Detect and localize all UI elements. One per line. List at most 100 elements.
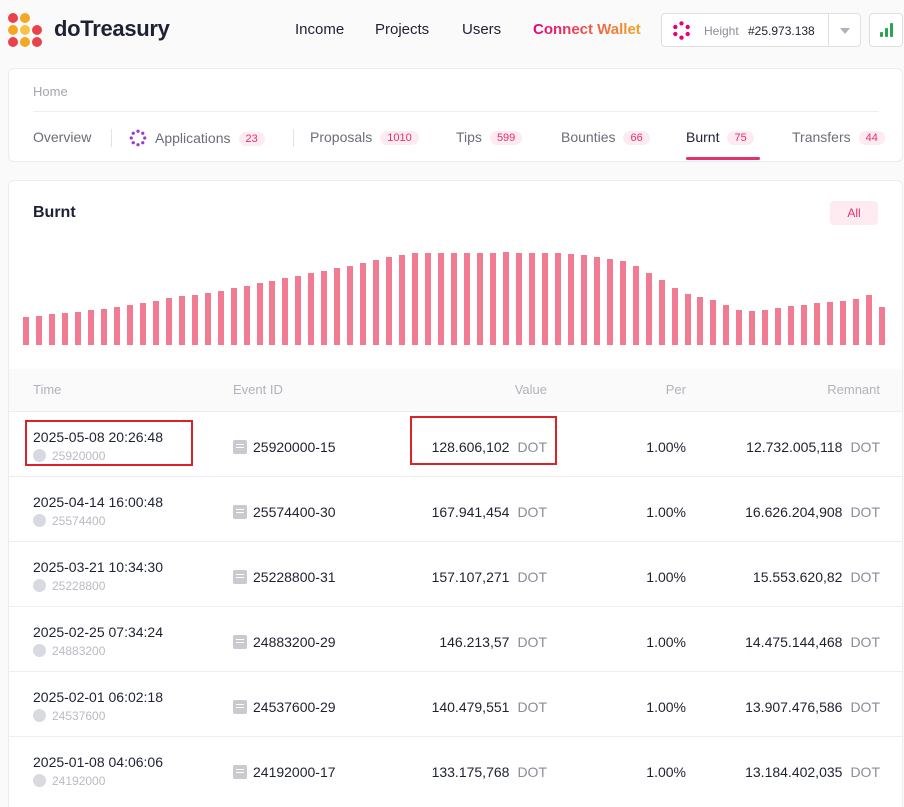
chart-bar[interactable] (853, 299, 860, 345)
brand-name[interactable]: doTreasury (54, 16, 170, 41)
chart-bar[interactable] (775, 308, 782, 345)
chart-bar[interactable] (386, 257, 393, 345)
chart-bar[interactable] (425, 253, 432, 345)
tab-transfers[interactable]: Transfers 44 (792, 129, 885, 145)
chart-bar[interactable] (399, 255, 406, 345)
chart-bar[interactable] (152, 301, 159, 345)
chart-bar[interactable] (113, 307, 120, 345)
chart-bar[interactable] (606, 259, 613, 345)
chart-bar[interactable] (74, 312, 81, 345)
chart-bar[interactable] (866, 295, 872, 345)
chart-bar[interactable] (23, 317, 29, 345)
chart-bar[interactable] (295, 276, 302, 345)
row-block[interactable]: 24883200 (33, 644, 105, 658)
chart-bar[interactable] (593, 257, 600, 345)
chart-bar[interactable] (502, 252, 509, 345)
row-block[interactable]: 25920000 (33, 449, 105, 463)
chart-bar[interactable] (814, 303, 821, 345)
table-row[interactable]: 2025-02-25 07:34:24 24883200 24883200-29… (9, 606, 902, 671)
chart-bar[interactable] (334, 268, 341, 345)
chart-bar[interactable] (697, 297, 704, 345)
chart-bar[interactable] (451, 253, 457, 345)
chart-bar[interactable] (658, 280, 665, 345)
chart-bar[interactable] (48, 314, 55, 345)
chart-bar[interactable] (178, 296, 185, 345)
chart-bar[interactable] (554, 253, 561, 345)
connect-wallet-button[interactable]: Connect Wallet (533, 21, 641, 38)
chart-bar[interactable] (61, 313, 68, 345)
block-height-selector[interactable]: Height #25.973.138 (661, 13, 861, 47)
chart-bar[interactable] (87, 310, 94, 345)
chart-bar[interactable] (515, 253, 522, 345)
chart-bar[interactable] (126, 305, 133, 345)
chart-bar[interactable] (230, 288, 237, 345)
row-event-id[interactable]: 25228800-31 (233, 569, 336, 585)
chart-bar[interactable] (567, 254, 574, 345)
row-event-id[interactable]: 25574400-30 (233, 504, 336, 520)
chart-bar[interactable] (580, 255, 587, 345)
chevron-down-icon[interactable] (840, 28, 850, 34)
chart-bar[interactable] (749, 311, 756, 345)
tab-proposals[interactable]: Proposals 1010 (310, 129, 419, 145)
tab-bounties[interactable]: Bounties 66 (561, 129, 650, 145)
table-row[interactable]: 2025-01-08 04:06:06 24192000 24192000-17… (9, 736, 902, 801)
chart-bar[interactable] (684, 294, 691, 345)
row-block[interactable]: 24537600 (33, 709, 105, 723)
tab-tips[interactable]: Tips 599 (456, 129, 523, 145)
row-event-id[interactable]: 24883200-29 (233, 634, 336, 650)
chart-bar[interactable] (217, 291, 224, 345)
chart-bar[interactable] (373, 260, 380, 345)
dotreasury-logo-icon[interactable] (8, 13, 42, 47)
row-block[interactable]: 25228800 (33, 579, 105, 593)
chart-bar[interactable] (710, 300, 717, 345)
table-row[interactable]: 2025-04-14 16:00:48 25574400 25574400-30… (9, 476, 902, 541)
tab-overview[interactable]: Overview (33, 129, 91, 145)
row-event-id[interactable]: 24192000-17 (233, 764, 336, 780)
chart-bar[interactable] (671, 288, 678, 345)
tab-burnt[interactable]: Burnt 75 (686, 129, 754, 145)
nav-projects[interactable]: Projects (375, 21, 430, 38)
chart-bar[interactable] (347, 266, 354, 345)
chart-bar[interactable] (788, 306, 795, 345)
filter-all-button[interactable]: All (830, 201, 878, 225)
table-row[interactable]: 2025-02-01 06:02:18 24537600 24537600-29… (9, 671, 902, 736)
tab-applications[interactable]: Applications 23 (129, 129, 265, 147)
breadcrumb[interactable]: Home (33, 84, 68, 99)
chart-bar[interactable] (243, 286, 250, 345)
row-event-id[interactable]: 25920000-15 (233, 439, 336, 455)
signal-bars-button[interactable] (869, 13, 903, 47)
chart-bar[interactable] (879, 307, 885, 345)
chart-bar[interactable] (476, 253, 483, 345)
chart-bar[interactable] (412, 253, 419, 345)
chart-bar[interactable] (139, 303, 146, 345)
chart-bar[interactable] (191, 295, 198, 345)
chart-bar[interactable] (165, 298, 172, 345)
chart-bar[interactable] (321, 271, 328, 345)
chart-bar[interactable] (762, 310, 769, 345)
nav-income[interactable]: Income (295, 21, 345, 38)
nav-users[interactable]: Users (462, 21, 502, 38)
chart-bar[interactable] (464, 253, 470, 345)
chart-bar[interactable] (645, 273, 652, 345)
chart-bar[interactable] (438, 253, 444, 345)
table-row[interactable]: 2025-05-08 20:26:48 25920000 25920000-15… (9, 411, 902, 476)
chart-bar[interactable] (489, 253, 496, 345)
row-event-id[interactable]: 24537600-29 (233, 699, 336, 715)
chart-bar[interactable] (36, 316, 42, 345)
row-block[interactable]: 25574400 (33, 514, 105, 528)
chart-bar[interactable] (204, 293, 211, 345)
chart-bar[interactable] (360, 263, 367, 345)
chart-bar[interactable] (632, 266, 639, 345)
chart-bar[interactable] (528, 253, 535, 345)
table-row[interactable]: 2025-03-21 10:34:30 25228800 25228800-31… (9, 541, 902, 606)
chart-bar[interactable] (619, 261, 626, 345)
chart-bar[interactable] (801, 305, 808, 345)
row-block[interactable]: 24192000 (33, 774, 105, 788)
chart-bar[interactable] (840, 301, 847, 345)
chart-bar[interactable] (100, 309, 107, 345)
chart-bar[interactable] (723, 305, 730, 345)
chart-bar[interactable] (541, 253, 548, 345)
chart-bar[interactable] (827, 302, 834, 345)
chart-bar[interactable] (282, 278, 289, 345)
chart-bar[interactable] (308, 273, 315, 345)
